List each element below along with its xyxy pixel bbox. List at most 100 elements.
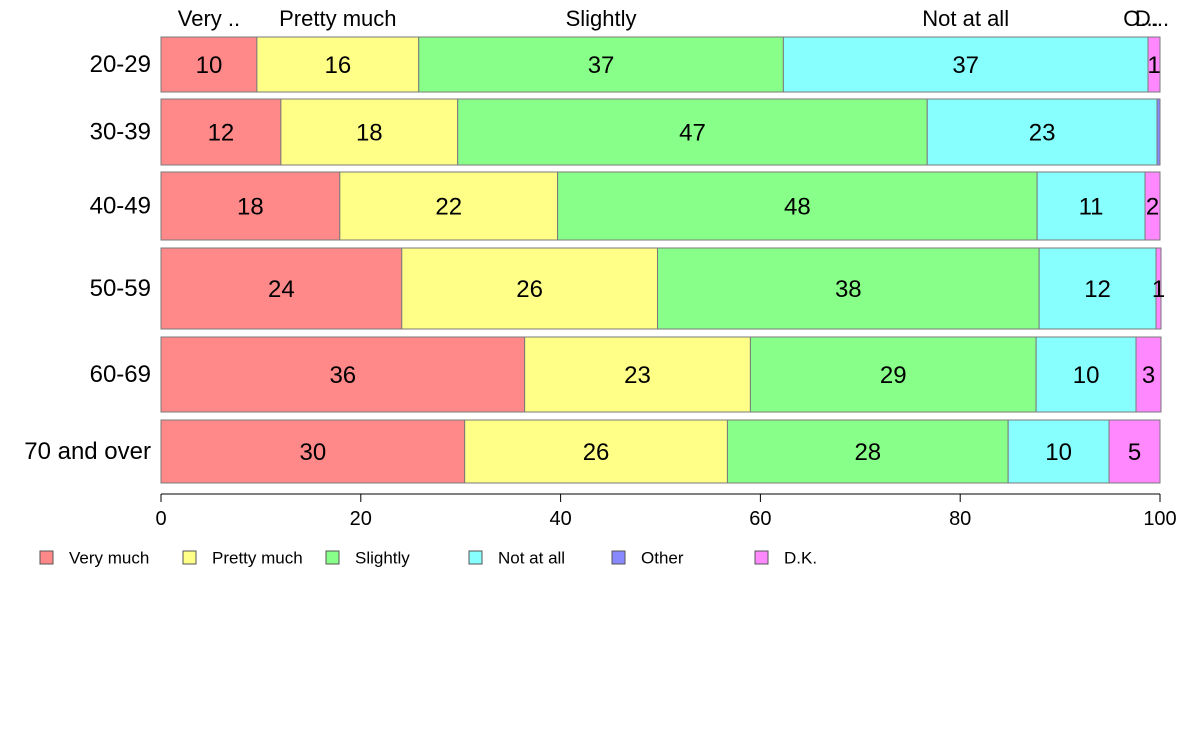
legend-item: D.K. <box>754 549 817 568</box>
data-label: 12 <box>208 120 235 147</box>
bar-segment <box>1108 419 1161 484</box>
data-label: 10 <box>1045 439 1072 466</box>
legend-label: D.K. <box>784 549 817 568</box>
data-label: 24 <box>268 276 295 303</box>
legend-label: Slightly <box>355 549 410 568</box>
data-label: 26 <box>583 439 610 466</box>
top-series-label: D... <box>1135 6 1169 31</box>
data-label: 36 <box>329 362 356 389</box>
x-tick-label: 40 <box>549 508 571 530</box>
bar-segment <box>1007 419 1110 484</box>
category-label: 60-69 <box>90 361 151 388</box>
bar-segment <box>418 36 784 93</box>
legend-label: Other <box>641 549 684 568</box>
bar-segment <box>160 98 282 166</box>
legend-item: Other <box>611 549 684 568</box>
category-label: 20-29 <box>90 51 151 78</box>
bar-segment <box>557 171 1038 241</box>
bar-segment <box>160 419 466 484</box>
bar-segment <box>1036 171 1146 241</box>
legend-swatch <box>39 550 54 565</box>
bar-segment <box>160 247 403 330</box>
top-series-label: O... <box>1123 6 1158 31</box>
data-label: 10 <box>1073 362 1100 389</box>
data-label: 38 <box>835 276 862 303</box>
bar-segment <box>256 36 420 93</box>
data-label: 30 <box>299 439 326 466</box>
legend: Very much Pretty much Slightly Not at all Ot… <box>39 549 817 568</box>
data-label: 23 <box>1029 120 1056 147</box>
data-label: 29 <box>880 362 907 389</box>
category-label: 30-39 <box>90 119 151 146</box>
legend-swatch <box>325 550 340 565</box>
bar-segment <box>280 98 459 166</box>
data-label: 18 <box>356 120 383 147</box>
legend-item: Not at all <box>468 549 565 568</box>
legend-item: Slightly <box>325 549 410 568</box>
data-label: 37 <box>588 52 615 79</box>
bar-segment <box>1155 247 1162 330</box>
category-labels: 20-29 30-39 40-49 50-59 60-69 70 and over <box>24 51 151 465</box>
data-label: 48 <box>784 194 811 221</box>
top-series-label: Slightly <box>566 6 637 31</box>
category-label: 40-49 <box>90 193 151 220</box>
top-series-label: Not at all <box>922 6 1009 31</box>
bar-segment <box>464 419 728 484</box>
top-labels: Very .. Pretty much Slightly Not at all O...… <box>178 6 1169 31</box>
bar-segment <box>1038 247 1157 330</box>
category-label: 70 and over <box>24 438 151 465</box>
bar-segment <box>160 171 341 241</box>
top-series-label: Pretty much <box>279 6 396 31</box>
data-label: 28 <box>854 439 881 466</box>
bar-segment <box>457 98 928 166</box>
data-label: 22 <box>435 194 462 221</box>
bar-segment <box>726 419 1009 484</box>
bar-segment <box>339 171 559 241</box>
legend-swatch <box>754 550 769 565</box>
data-label: 16 <box>324 52 351 79</box>
bar-segment <box>401 247 659 330</box>
category-label: 50-59 <box>90 275 151 302</box>
data-label: 5 <box>1128 439 1141 466</box>
data-label: 18 <box>237 194 264 221</box>
legend-item: Pretty much <box>182 549 303 568</box>
x-tick-label: 60 <box>749 508 771 530</box>
x-tick-label: 100 <box>1143 508 1176 530</box>
legend-label: Very much <box>69 549 149 568</box>
data-label: 23 <box>624 362 651 389</box>
data-label: 12 <box>1084 276 1111 303</box>
bar-segment <box>160 36 258 93</box>
bar-segment <box>1135 336 1162 413</box>
x-tick-label: 80 <box>949 508 971 530</box>
legend-label: Not at all <box>498 549 565 568</box>
data-label: 26 <box>516 276 543 303</box>
bar-segment <box>524 336 751 413</box>
legend-swatch <box>182 550 197 565</box>
legend-swatch <box>468 550 483 565</box>
x-tick-label: 0 <box>155 508 166 530</box>
bar-segment <box>1144 171 1161 241</box>
data-label: 10 <box>196 52 223 79</box>
bar-segment <box>782 36 1149 93</box>
data-label: 1 <box>1152 276 1165 303</box>
data-label: 37 <box>952 52 979 79</box>
legend-item: Very much <box>39 549 149 568</box>
bar-segment <box>1147 36 1161 93</box>
bar-segment <box>657 247 1040 330</box>
top-series-label: Very .. <box>178 6 240 31</box>
bar-segment <box>926 98 1158 166</box>
data-label: 3 <box>1142 362 1155 389</box>
bar-segment <box>749 336 1037 413</box>
bar-segment <box>1035 336 1137 413</box>
x-tick-label: 20 <box>350 508 372 530</box>
data-label: 2 <box>1146 194 1159 221</box>
data-label: 1 <box>1147 52 1160 79</box>
bar-segment <box>160 336 526 413</box>
legend-swatch <box>611 550 626 565</box>
data-label: 11 <box>1079 194 1104 221</box>
data-label: 47 <box>679 120 706 147</box>
bar-segment <box>1156 98 1161 166</box>
legend-label: Pretty much <box>212 549 303 568</box>
